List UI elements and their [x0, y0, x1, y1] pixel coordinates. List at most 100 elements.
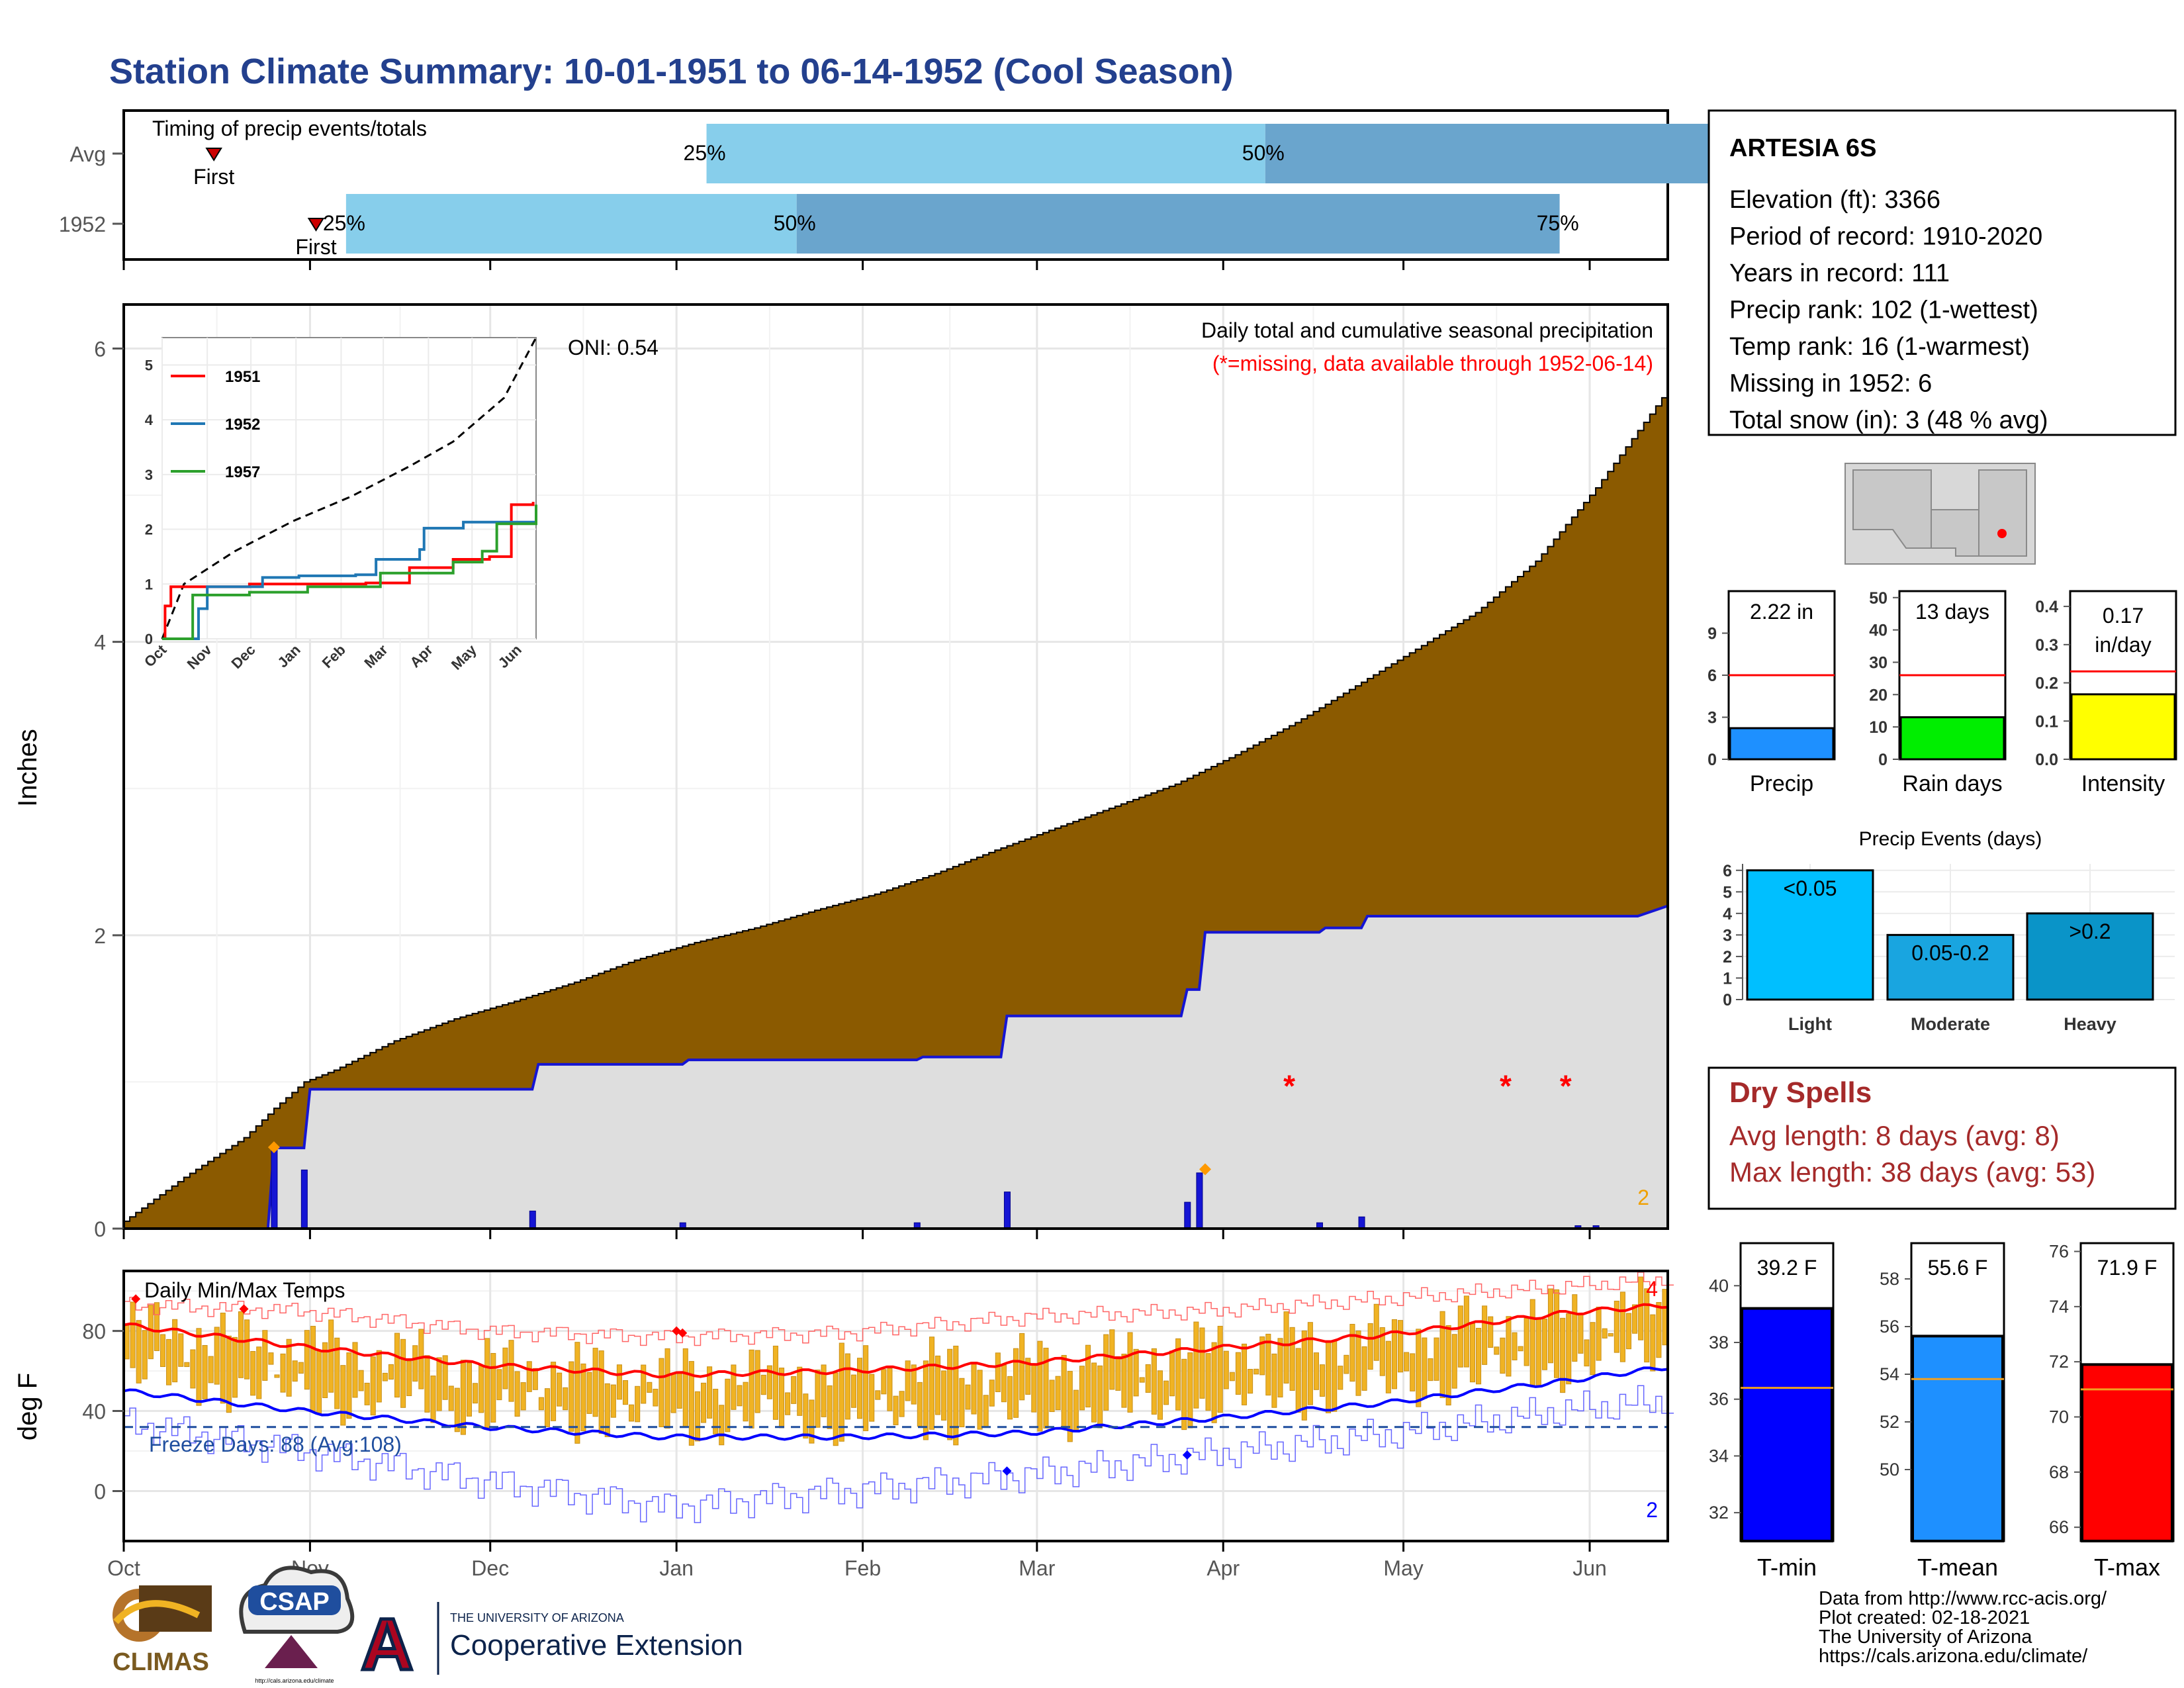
daily-temp-bar: [268, 1352, 274, 1365]
temp-bar-ytick-label: 74: [2049, 1297, 2069, 1317]
temp-bar-value: 55.6 F: [1928, 1256, 1988, 1280]
mini-bar-label: Rain days: [1902, 771, 2002, 796]
timing-p25-label: 25%: [684, 141, 726, 165]
ua-logo: A THE UNIVERSITY OF ARIZONA Cooperative …: [359, 1602, 743, 1687]
daily-temp-bar: [844, 1353, 850, 1420]
daily-temp-bar: [653, 1388, 659, 1407]
daily-temp-bar: [473, 1383, 478, 1404]
daily-precip-bar: [300, 1169, 308, 1229]
daily-temp-bar: [1596, 1307, 1602, 1361]
daily-precip-bar: [1184, 1201, 1191, 1229]
record-low-marker: [1182, 1450, 1192, 1460]
mini-bar-ytick-label: 3: [1707, 709, 1717, 727]
footer-line: Data from http://www.rcc-acis.org/: [1819, 1588, 2107, 1609]
daily-temp-bar: [1469, 1323, 1476, 1383]
cum-1952-area: [124, 906, 1668, 1229]
daily-temp-bar: [1151, 1348, 1157, 1415]
temp-xtick-label: Jun: [1572, 1556, 1607, 1580]
daily-temp-bar: [1326, 1340, 1332, 1413]
timing-p50-label: 50%: [774, 211, 816, 235]
daily-temp-bar: [1428, 1358, 1433, 1382]
daily-temp-bar: [250, 1350, 256, 1396]
events-bar-label: 0.05-0.2: [1911, 941, 1989, 964]
daily-temp-bar: [496, 1369, 502, 1401]
daily-temp-bar: [1373, 1303, 1379, 1361]
daily-temp-bar: [1145, 1364, 1151, 1393]
daily-temp-bar: [256, 1346, 262, 1399]
daily-temp-bar: [850, 1374, 856, 1408]
daily-temp-bar: [1439, 1311, 1445, 1398]
daily-temp-bar: [983, 1395, 989, 1429]
temp-bar-ytick-label: 50: [1880, 1460, 1899, 1479]
temp-bar-ytick-label: 66: [2049, 1517, 2069, 1537]
daily-temp-bar: [856, 1358, 863, 1419]
mini-bar-ytick-label: 0: [1707, 751, 1717, 769]
daily-temp-bar: [214, 1327, 220, 1385]
cum-1952-line: [124, 904, 1668, 1230]
daily-precip-bar: [1003, 1192, 1011, 1229]
daily-temp-bar: [1013, 1348, 1019, 1418]
station-info-line: Precip rank: 102 (1-wettest): [1729, 297, 2038, 324]
daily-temp-bar: [1524, 1317, 1529, 1366]
daily-temp-bar: [316, 1350, 322, 1414]
daily-temp-bar: [1602, 1328, 1608, 1338]
daily-temp-bar: [1397, 1320, 1404, 1373]
daily-temp-bar: [1175, 1338, 1181, 1411]
daily-temp-bar: [551, 1362, 557, 1421]
daily-temp-bar: [400, 1338, 406, 1408]
daily-temp-bar: [1410, 1353, 1416, 1391]
daily-temp-bar: [358, 1370, 364, 1391]
daily-temp-bar: [893, 1395, 899, 1425]
daily-temp-bar: [911, 1364, 917, 1405]
temp-bar-T-mean: [1911, 1335, 2004, 1543]
daily-temp-bar: [526, 1361, 532, 1392]
daily-temp-bar: [280, 1353, 286, 1393]
daily-temp-bar: [604, 1383, 610, 1437]
daily-temp-bar: [947, 1348, 953, 1440]
daily-temp-bar: [839, 1342, 844, 1442]
daily-temp-bar: [1115, 1356, 1121, 1391]
daily-temp-bar: [760, 1374, 766, 1395]
daily-temp-bar: [412, 1345, 418, 1382]
timing-p50-label: 50%: [1242, 141, 1285, 165]
temp-bar-label: T-mean: [1917, 1554, 1998, 1581]
dry-spells-avg: Avg length: 8 days (avg: 8): [1729, 1120, 2060, 1151]
mini-bar-value: 2.22 in: [1750, 600, 1813, 624]
daily-temp-bar: [1079, 1366, 1085, 1411]
daily-temp-bar: [520, 1382, 526, 1411]
temp-ytick-label: 40: [82, 1400, 106, 1424]
climas-logo: CLIMAS: [113, 1585, 212, 1676]
daily-temp-bar: [1355, 1330, 1361, 1396]
daily-temp-bar: [580, 1363, 586, 1432]
daily-precip-bar: [271, 1147, 278, 1229]
inset-series-1952: [162, 518, 537, 640]
daily-temp-bar: [148, 1305, 154, 1360]
daily-temp-bar: [1367, 1323, 1373, 1370]
daily-temp-bar: [754, 1350, 760, 1413]
mini-bar-ytick-label: 0.2: [2035, 675, 2058, 693]
inset-legend-label: 1951: [225, 368, 260, 386]
inset-legend-label: 1957: [225, 463, 260, 481]
daily-temp-bar: [1578, 1314, 1584, 1354]
temp-bar-ytick-label: 54: [1880, 1364, 1899, 1384]
daily-temp-bar: [178, 1333, 184, 1367]
mini-bar-ytick-label: 10: [1869, 718, 1888, 737]
mini-bar-label: Intensity: [2081, 771, 2165, 796]
events-bar-Light: [1746, 869, 1874, 1001]
temp-xtick-label: Feb: [844, 1556, 881, 1580]
temp-bar-label: T-max: [2094, 1554, 2160, 1581]
daily-temp-bar: [352, 1342, 358, 1398]
daily-temp-bar: [1463, 1295, 1469, 1368]
daily-temp-bar: [905, 1360, 911, 1401]
record-high-marker: [239, 1304, 249, 1314]
daily-temp-bar: [1067, 1371, 1073, 1442]
daily-temp-bar: [1211, 1342, 1217, 1423]
station-location-dot: [1997, 529, 2007, 538]
temp-bar-ytick-label: 68: [2049, 1462, 2069, 1482]
daily-temp-bar: [989, 1380, 995, 1407]
freeze-label: Freeze Days: 88 (Avg:108): [149, 1432, 402, 1456]
station-info-line: Temp rank: 16 (1-warmest): [1729, 333, 2030, 361]
avg-max-line: [123, 1303, 1668, 1379]
daily-temp-bar: [1073, 1389, 1079, 1431]
daily-temp-bar: [1001, 1364, 1007, 1403]
